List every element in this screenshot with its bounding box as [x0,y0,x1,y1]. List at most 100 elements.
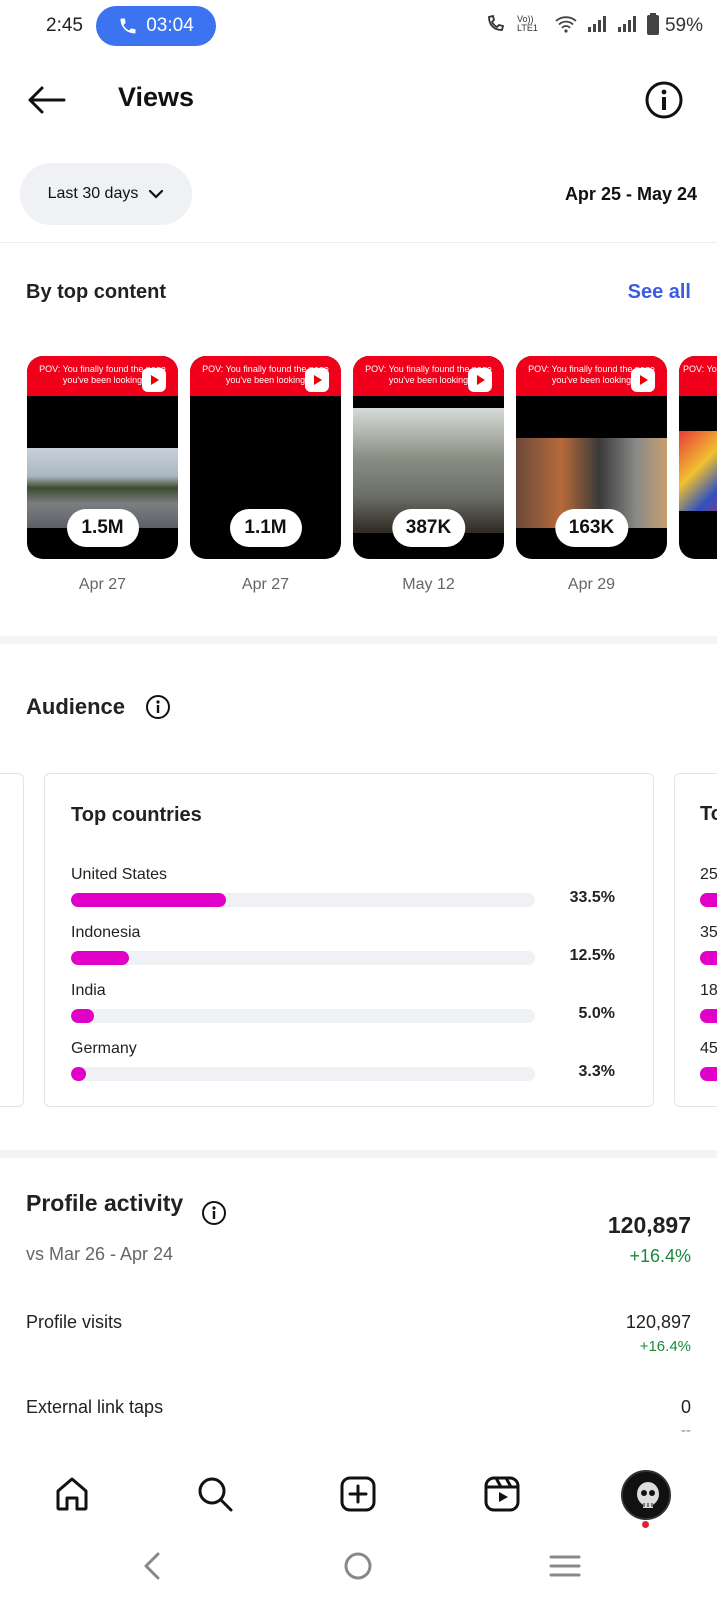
top-countries-card[interactable]: Top countries United States 33.5% Indone… [44,773,654,1107]
country-bar-track [71,893,535,907]
back-button[interactable] [24,80,68,120]
back-arrow-icon [28,86,66,114]
country-bar-fill [71,1067,87,1081]
battery-icon [647,13,659,35]
country-bar-track [71,951,535,965]
info-icon [146,695,170,719]
nav-home[interactable] [50,1472,94,1516]
search-icon [198,1477,233,1512]
nav-create[interactable] [336,1472,380,1516]
system-back-button[interactable] [132,1546,172,1586]
create-icon [340,1476,376,1512]
country-bar-track [71,1009,535,1023]
audience-info-button[interactable] [145,694,171,720]
audience-card-prev[interactable] [0,773,24,1107]
top-content-carousel[interactable]: POV: You finally found the page you've b… [27,356,717,606]
next-card-bar [700,1009,717,1023]
metric-label: Profile visits [26,1312,123,1332]
next-card-row-label: 45 [700,1040,717,1057]
status-bar: 2:45 03:04 Vo)) LTE1 59% [0,0,717,52]
country-row: Indonesia 12.5% [71,924,615,974]
status-time: 2:45 [46,15,83,36]
system-recents-icon [549,1555,581,1577]
thumbnail-image [679,431,717,511]
reel-icon [142,368,166,392]
see-all-link[interactable]: See all [627,281,691,303]
country-percent: 3.3% [578,1063,615,1080]
views-badge: 163K [554,509,629,547]
system-home-button[interactable] [338,1546,378,1586]
country-bar-fill [71,1009,95,1023]
profile-activity-info-button[interactable] [201,1200,227,1226]
profile-avatar[interactable] [621,1470,671,1520]
info-button[interactable] [644,80,684,120]
next-card-row-label: 35 [700,924,717,941]
content-thumbnail[interactable]: POV: You finally found the page you've b… [27,356,178,559]
country-row: Germany 3.3% [71,1040,615,1090]
country-name: United States [71,866,168,883]
reel-icon [631,368,655,392]
skull-avatar-icon [623,1472,669,1518]
profile-activity-change: +16.4% [629,1246,691,1266]
call-timer: 03:04 [146,15,194,36]
home-icon [56,1477,88,1511]
next-card-bar [700,951,717,965]
info-icon [645,81,683,119]
date-range-selector[interactable]: Last 30 days [20,163,192,225]
audience-card-next[interactable] [674,773,717,1107]
network-label: Vo)) LTE1 [517,14,538,33]
content-thumbnail[interactable]: POV: You finally found the page you've b… [353,356,504,559]
content-thumbnail[interactable]: POV: You [679,356,717,559]
views-badge: 387K [391,509,466,547]
thumbnail-date: Apr 27 [78,576,127,593]
country-name: India [71,982,106,999]
nav-reels[interactable] [480,1472,524,1516]
top-content-title: By top content [26,281,166,303]
chevron-down-icon [149,189,164,199]
next-card-bar [700,1067,717,1081]
system-home-icon [344,1552,372,1580]
notification-dot [642,1521,649,1528]
bottom-nav [0,1458,717,1534]
comparison-period: vs Mar 26 - Apr 24 [26,1244,174,1264]
content-thumbnail[interactable]: POV: You finally found the page you've b… [190,356,341,559]
country-name: Germany [71,1040,137,1057]
metric-value: 0 [680,1397,691,1417]
views-badge: 1.5M [66,509,139,547]
metric-change: -- [681,1422,691,1439]
country-row: United States 33.5% [71,866,615,916]
nav-search[interactable] [193,1472,237,1516]
ongoing-call-pill[interactable]: 03:04 [96,6,216,46]
metric-value: 120,897 [625,1312,691,1332]
reel-icon [468,368,492,392]
audience-title: Audience [26,694,126,719]
status-icons: Vo)) LTE1 [485,13,659,35]
range-selector-label: Last 30 days [47,185,139,202]
card-title: Top countries [71,804,202,826]
date-range-text: Apr 25 - May 24 [564,184,697,204]
country-bar-track [71,1067,535,1081]
info-icon [202,1201,226,1225]
country-percent: 12.5% [569,947,615,964]
profile-activity-total: 120,897 [607,1212,691,1238]
thumbnail-date: Apr 29 [567,576,616,593]
profile-activity-title: Profile activity [26,1190,184,1216]
next-card-bar [700,893,717,907]
content-thumbnail[interactable]: POV: You finally found the page you've b… [516,356,667,559]
signal-icon-2 [618,16,636,32]
country-percent: 5.0% [578,1005,615,1022]
views-badge: 1.1M [229,509,302,547]
reel-icon [305,368,329,392]
system-back-icon [144,1552,160,1580]
country-bar-fill [71,951,129,965]
next-card-row-label: 25 [700,866,717,883]
thumbnail-caption: POV: You [679,356,717,396]
country-row: India 5.0% [71,982,615,1032]
metric-label: External link taps [26,1397,164,1417]
country-name: Indonesia [71,924,141,941]
thumbnail-date: Apr 27 [241,576,290,593]
reels-icon [484,1476,520,1512]
system-recents-button[interactable] [545,1546,585,1586]
page-title: Views [118,82,195,112]
system-nav-bar [0,1534,717,1600]
